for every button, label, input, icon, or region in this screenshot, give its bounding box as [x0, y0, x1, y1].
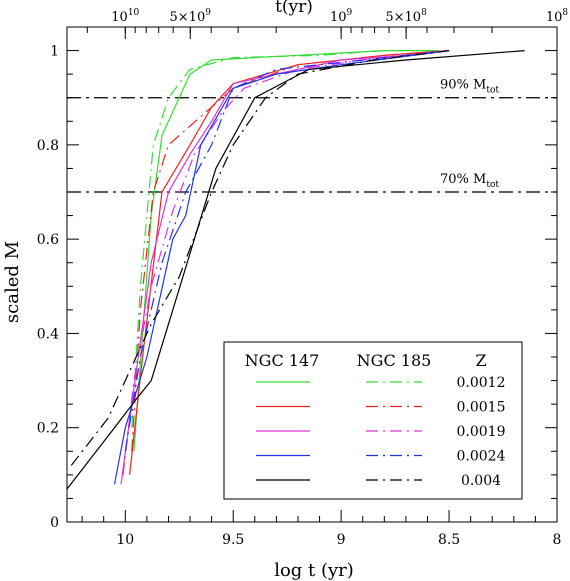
legend-header: Z: [475, 351, 486, 370]
x-tick-label: 8.5: [438, 532, 460, 548]
series-line: [66, 50, 525, 490]
y-tick-label: 0.8: [37, 138, 59, 154]
x-tick-label: 9.5: [222, 532, 244, 548]
y-tick-label: 0.6: [37, 232, 59, 248]
x-axis-label: log t (yr): [274, 560, 354, 581]
top-tick-exponent: 10: [128, 8, 140, 18]
top-tick-exponent: 8: [562, 8, 568, 18]
y-tick-label: 0.2: [37, 421, 59, 437]
x-tick-label: 9: [337, 532, 346, 548]
x-tick-label: 10: [116, 532, 134, 548]
legend-header: NGC 147: [245, 351, 320, 370]
top-tick-exponent: 9: [205, 8, 211, 18]
top-tick-label: 109: [330, 8, 353, 25]
top-tick-label: 108: [546, 8, 569, 25]
top-tick-label: 5×108: [385, 8, 427, 25]
top-tick-label: 5×109: [170, 8, 212, 25]
reference-line-subscript: tot: [486, 86, 499, 96]
x-tick-label: 8: [553, 532, 562, 548]
series-line: [124, 50, 450, 452]
legend-box: [223, 341, 523, 500]
y-axis-label: scaled M: [2, 241, 23, 323]
legend-z-value: 0.0024: [457, 449, 506, 465]
top-tick-exponent: 8: [421, 8, 427, 18]
plot-frame: [66, 26, 558, 523]
y-tick-label: 0.4: [37, 326, 59, 342]
reference-lines: 90% Mtot 70% Mtot: [67, 78, 557, 193]
top-tick-exponent: 9: [347, 8, 353, 18]
top-axis-label: t(yr): [275, 0, 313, 17]
series-line: [133, 50, 439, 452]
reference-line-label: 70% Mtot: [440, 172, 499, 190]
axes-frame: [66, 26, 558, 523]
legend: NGC 147 NGC 185 Z 0.0012 0.0015 0.0019 0.0024 0…: [223, 341, 523, 500]
top-tick-label: 1010: [111, 8, 139, 25]
legend-z-value: 0.0015: [457, 400, 506, 416]
series-line: [131, 50, 439, 428]
reference-line-subscript: tot: [486, 180, 499, 190]
plot-area: [66, 50, 525, 490]
legend-header: NGC 185: [357, 351, 432, 370]
tick-marks: [67, 27, 558, 523]
legend-z-value: 0.0012: [457, 375, 506, 391]
y-tick-label: 0: [50, 515, 59, 531]
series-line: [70, 50, 450, 466]
legend-z-value: 0.0019: [457, 424, 506, 440]
reference-line-label: 90% Mtot: [440, 78, 499, 96]
y-tick-label: 1: [50, 44, 59, 60]
series-line: [120, 50, 450, 485]
legend-z-value: 0.004: [461, 473, 501, 489]
